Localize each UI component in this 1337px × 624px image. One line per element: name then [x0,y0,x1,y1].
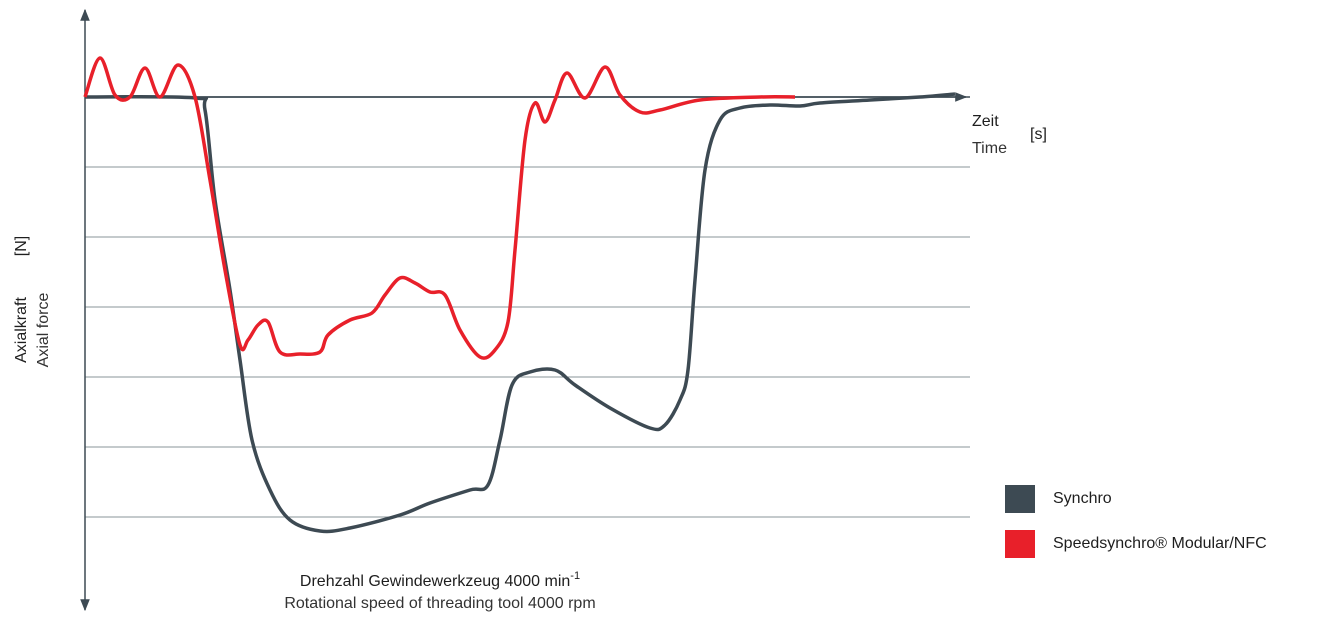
x-axis-unit: [s] [1030,126,1047,143]
x-axis-label: Zeit [972,113,999,130]
x-label-main: Drehzahl Gewindewerkzeug 4000 min [300,573,570,590]
y-axis-label: Axialkraft [13,297,30,363]
x-label-en: Rotational speed of threading tool 4000 … [284,595,595,612]
legend-label: Synchro [1053,490,1112,507]
series-line [83,56,796,360]
legend-swatch [1005,485,1035,513]
x-axis-label-en: Time [972,140,1007,157]
x-label: Drehzahl Gewindewerkzeug 4000 min-1 [300,570,580,590]
y-axis-unit: [N] [13,236,30,256]
series-line [84,92,956,534]
legend-label: Speedsynchro® Modular/NFC [1053,535,1267,552]
y-axis-label-en: Axial force [35,293,52,368]
x-label-sup: -1 [570,570,580,582]
legend-swatch [1005,530,1035,558]
